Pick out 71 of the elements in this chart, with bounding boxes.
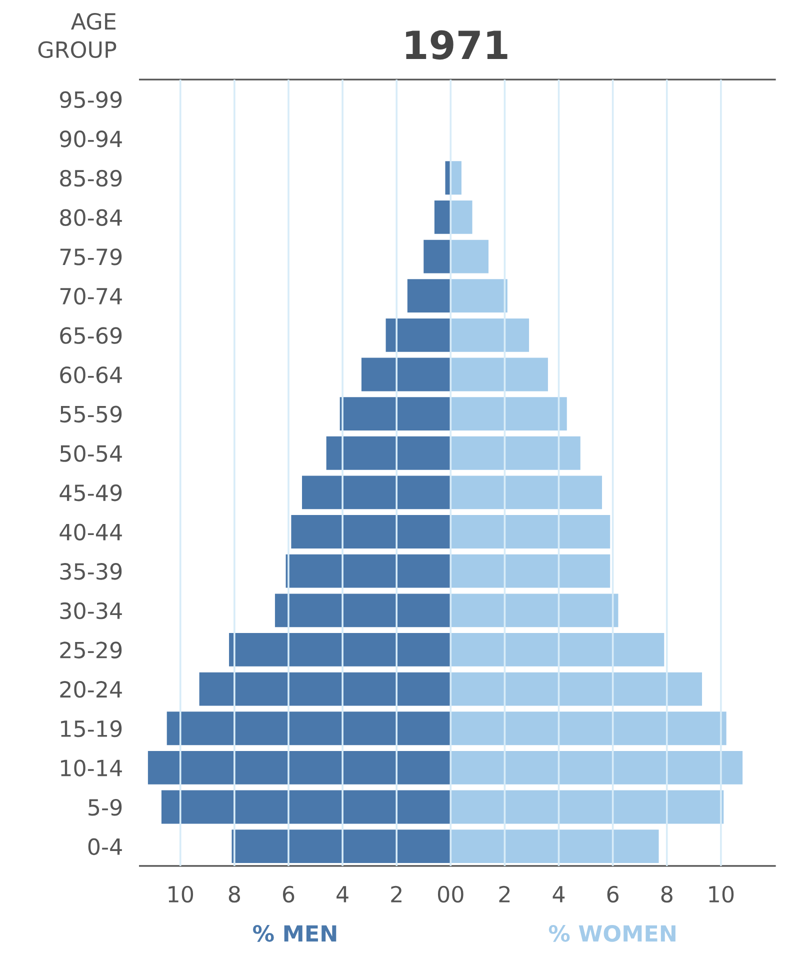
bar xyxy=(361,358,451,392)
bar xyxy=(450,397,567,431)
bar xyxy=(274,594,451,628)
bar xyxy=(450,554,610,588)
bar xyxy=(286,554,451,588)
bar xyxy=(232,830,451,864)
bar xyxy=(161,790,451,824)
bar xyxy=(450,318,530,352)
bar xyxy=(148,750,451,784)
y-tick-label: 65-69 xyxy=(60,327,122,344)
y-tick-label: 30-34 xyxy=(60,602,122,620)
x-tick-label: 00 xyxy=(438,886,464,903)
y-axis-title: AGE GROUP xyxy=(38,12,116,58)
bar xyxy=(445,161,451,195)
y-tick-label: 40-44 xyxy=(60,524,122,541)
x-tick-label: 10 xyxy=(709,886,734,903)
bar xyxy=(450,515,610,548)
y-tick-label: 55-59 xyxy=(60,406,122,423)
y-tick-label: 70-74 xyxy=(60,288,122,305)
bar xyxy=(450,830,659,864)
bar xyxy=(450,712,726,746)
bar xyxy=(450,200,472,234)
x-tick-label: 4 xyxy=(336,886,348,902)
bar xyxy=(302,476,451,510)
bar xyxy=(434,200,451,234)
bar xyxy=(450,594,618,628)
y-tick-label: 60-64 xyxy=(60,366,122,384)
x-tick-label: 2 xyxy=(391,886,402,902)
bar xyxy=(424,240,451,274)
bar xyxy=(407,279,451,313)
bar xyxy=(450,750,743,784)
chart-title: 1971 xyxy=(406,30,508,60)
x-tick-label: 4 xyxy=(552,886,565,902)
y-tick-label: 50-54 xyxy=(60,445,122,462)
bar xyxy=(450,240,488,274)
bar xyxy=(386,318,451,352)
bar xyxy=(166,712,451,746)
bar xyxy=(450,358,548,392)
x-tick-label: 6 xyxy=(282,886,294,903)
y-tick-label: 90-94 xyxy=(60,130,122,148)
text: % WOMEN xyxy=(548,925,676,942)
y-tick-label: 85-89 xyxy=(60,170,122,187)
bar xyxy=(450,633,664,666)
bar xyxy=(450,790,724,824)
x-tick-label: 6 xyxy=(607,886,618,903)
y-tick-label: 95-99 xyxy=(60,91,122,108)
bar xyxy=(450,279,508,313)
bar xyxy=(340,397,451,431)
y-tick-label: 35-39 xyxy=(60,563,122,580)
bar xyxy=(229,633,451,666)
bar xyxy=(450,672,702,706)
y-tick-label: 0-4 xyxy=(88,838,122,856)
x-tick-label: 2 xyxy=(499,886,510,902)
bar xyxy=(450,436,580,470)
x-tick-label: 10 xyxy=(168,886,194,903)
bar xyxy=(326,436,451,470)
y-tick-label: 20-24 xyxy=(60,680,122,698)
x-tick-label: 8 xyxy=(228,886,240,903)
y-tick-label: 80-84 xyxy=(60,209,122,226)
bar xyxy=(450,161,462,195)
y-tick-label: 15-19 xyxy=(61,720,122,738)
text: % MEN xyxy=(253,925,336,942)
bar xyxy=(199,672,451,706)
y-tick-label: 75-79 xyxy=(60,248,122,266)
bar xyxy=(450,476,602,510)
y-tick-label: 25-29 xyxy=(60,642,122,658)
bar xyxy=(291,515,451,548)
y-tick-label: 5-9 xyxy=(88,798,122,816)
y-tick-label: 45-49 xyxy=(60,484,122,502)
x-tick-label: 8 xyxy=(661,886,672,903)
y-tick-label: 10-14 xyxy=(61,760,122,776)
